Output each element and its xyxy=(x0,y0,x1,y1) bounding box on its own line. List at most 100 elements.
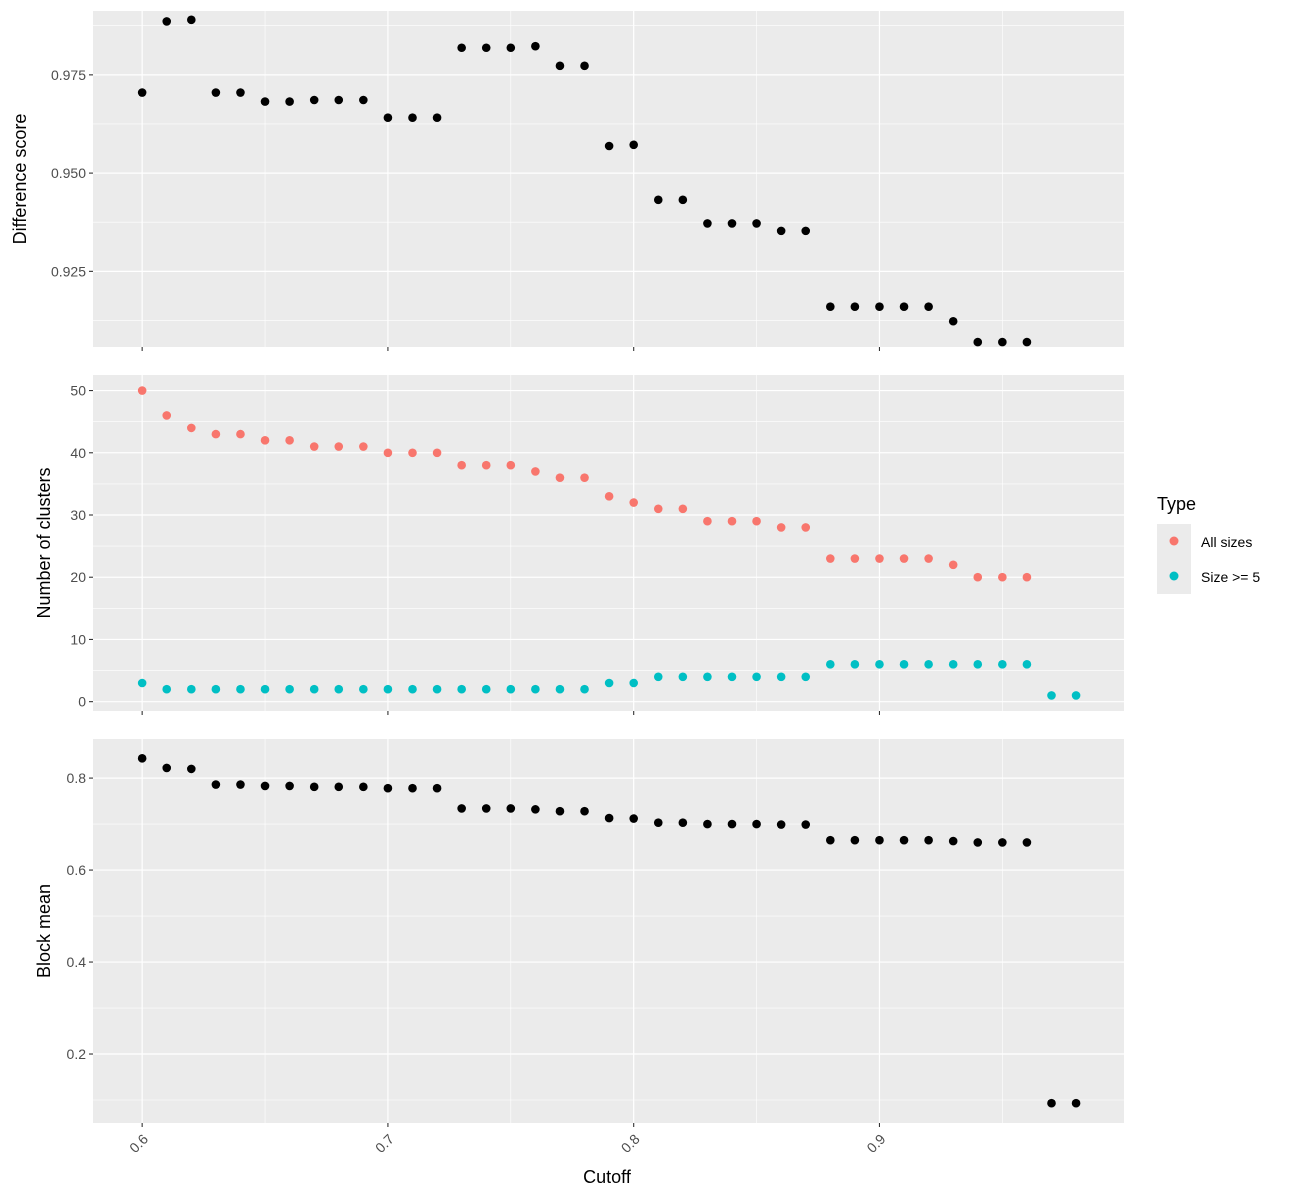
data-point xyxy=(924,554,933,563)
data-point xyxy=(875,660,884,669)
y-axis-title: Difference score xyxy=(10,114,30,245)
data-point xyxy=(531,41,540,51)
data-point xyxy=(408,684,417,694)
data-point xyxy=(309,442,319,451)
data-point xyxy=(432,113,442,122)
data-point xyxy=(948,560,958,570)
y-axis-title: Number of clusters xyxy=(34,467,54,618)
data-point xyxy=(1071,1098,1081,1108)
legend-label-size-ge-5: Size >= 5 xyxy=(1201,569,1260,585)
data-point xyxy=(998,838,1007,847)
data-point xyxy=(187,15,196,25)
data-point xyxy=(727,219,737,228)
data-point xyxy=(776,820,786,829)
data-point xyxy=(629,814,638,823)
data-point xyxy=(727,819,737,829)
data-point xyxy=(359,95,368,105)
panel-background xyxy=(93,375,1124,711)
y-tick-label: 20 xyxy=(70,569,86,585)
data-point xyxy=(309,684,319,694)
x-tick-label: 0.8 xyxy=(618,1131,643,1156)
data-point xyxy=(727,672,737,682)
data-point xyxy=(408,113,417,122)
data-point xyxy=(850,660,860,669)
x-axis-title: Cutoff xyxy=(583,1167,632,1187)
data-point xyxy=(187,764,196,774)
data-point xyxy=(1047,691,1056,700)
data-point xyxy=(604,141,614,151)
data-point xyxy=(826,660,835,669)
data-point xyxy=(653,195,663,205)
data-point xyxy=(187,684,196,694)
data-point xyxy=(236,88,245,97)
data-point xyxy=(481,804,491,813)
data-point xyxy=(604,492,614,501)
data-point xyxy=(973,337,983,347)
y-tick-label: 0.925 xyxy=(51,263,86,279)
data-point xyxy=(334,442,344,451)
data-point xyxy=(653,504,663,514)
data-point xyxy=(383,113,393,122)
data-point xyxy=(752,219,761,228)
data-point xyxy=(703,672,712,682)
data-point xyxy=(187,423,196,433)
data-point xyxy=(948,316,958,326)
data-point xyxy=(776,523,786,532)
data-point xyxy=(334,684,344,694)
panel-block: 0.2 0.4 0.6 0.8 0.6 0.7 0.8 0.9 Block mean xyxy=(34,739,1124,1156)
data-point xyxy=(408,783,417,793)
data-point xyxy=(678,504,688,514)
data-point xyxy=(1022,660,1032,669)
data-point xyxy=(260,97,270,106)
data-point xyxy=(727,516,737,526)
data-point xyxy=(236,429,245,439)
y-tick-label: 50 xyxy=(70,383,86,399)
data-point xyxy=(383,783,393,793)
data-point xyxy=(211,429,221,439)
data-point xyxy=(211,88,221,97)
data-point xyxy=(555,473,565,482)
data-point xyxy=(408,448,417,458)
data-point xyxy=(506,43,516,53)
y-axis-title: Block mean xyxy=(34,884,54,978)
data-point xyxy=(506,684,516,694)
data-point xyxy=(703,819,712,829)
data-point xyxy=(432,448,442,458)
data-point xyxy=(137,386,147,395)
data-point xyxy=(137,678,147,688)
data-point xyxy=(850,554,860,563)
data-point xyxy=(531,467,540,476)
data-point xyxy=(752,516,761,526)
data-point xyxy=(359,782,368,792)
panel-clusters: 0 10 20 30 40 50 Number of clusters xyxy=(34,375,1124,715)
data-point xyxy=(481,43,491,53)
data-point xyxy=(801,523,811,532)
data-point xyxy=(973,838,983,847)
legend-key-background xyxy=(1157,524,1191,594)
data-point xyxy=(948,660,958,669)
data-point xyxy=(506,460,516,470)
data-point xyxy=(531,684,540,694)
data-point xyxy=(260,436,270,445)
data-point xyxy=(850,302,860,312)
data-point xyxy=(924,835,933,845)
data-point xyxy=(285,436,294,445)
data-point xyxy=(162,763,172,773)
legend-key-all-sizes xyxy=(1169,536,1179,546)
data-point xyxy=(604,678,614,688)
data-point xyxy=(752,819,761,829)
data-point xyxy=(285,781,294,791)
legend: Type All sizes Size >= 5 xyxy=(1157,494,1260,594)
data-point xyxy=(457,43,466,53)
data-point xyxy=(826,554,835,563)
y-tick-label: 0.950 xyxy=(51,165,86,181)
data-point xyxy=(703,219,712,228)
data-point xyxy=(826,302,835,312)
data-point xyxy=(924,660,933,669)
y-tick-label: 0.975 xyxy=(51,67,86,83)
data-point xyxy=(801,820,811,829)
data-point xyxy=(260,781,270,791)
y-tick-label: 10 xyxy=(70,631,86,647)
data-point xyxy=(432,783,442,793)
panel-background xyxy=(93,739,1124,1123)
